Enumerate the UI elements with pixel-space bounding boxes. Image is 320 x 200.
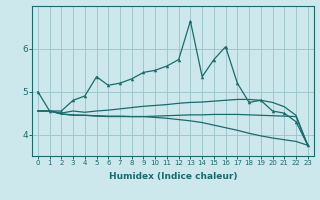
X-axis label: Humidex (Indice chaleur): Humidex (Indice chaleur) [108, 172, 237, 181]
